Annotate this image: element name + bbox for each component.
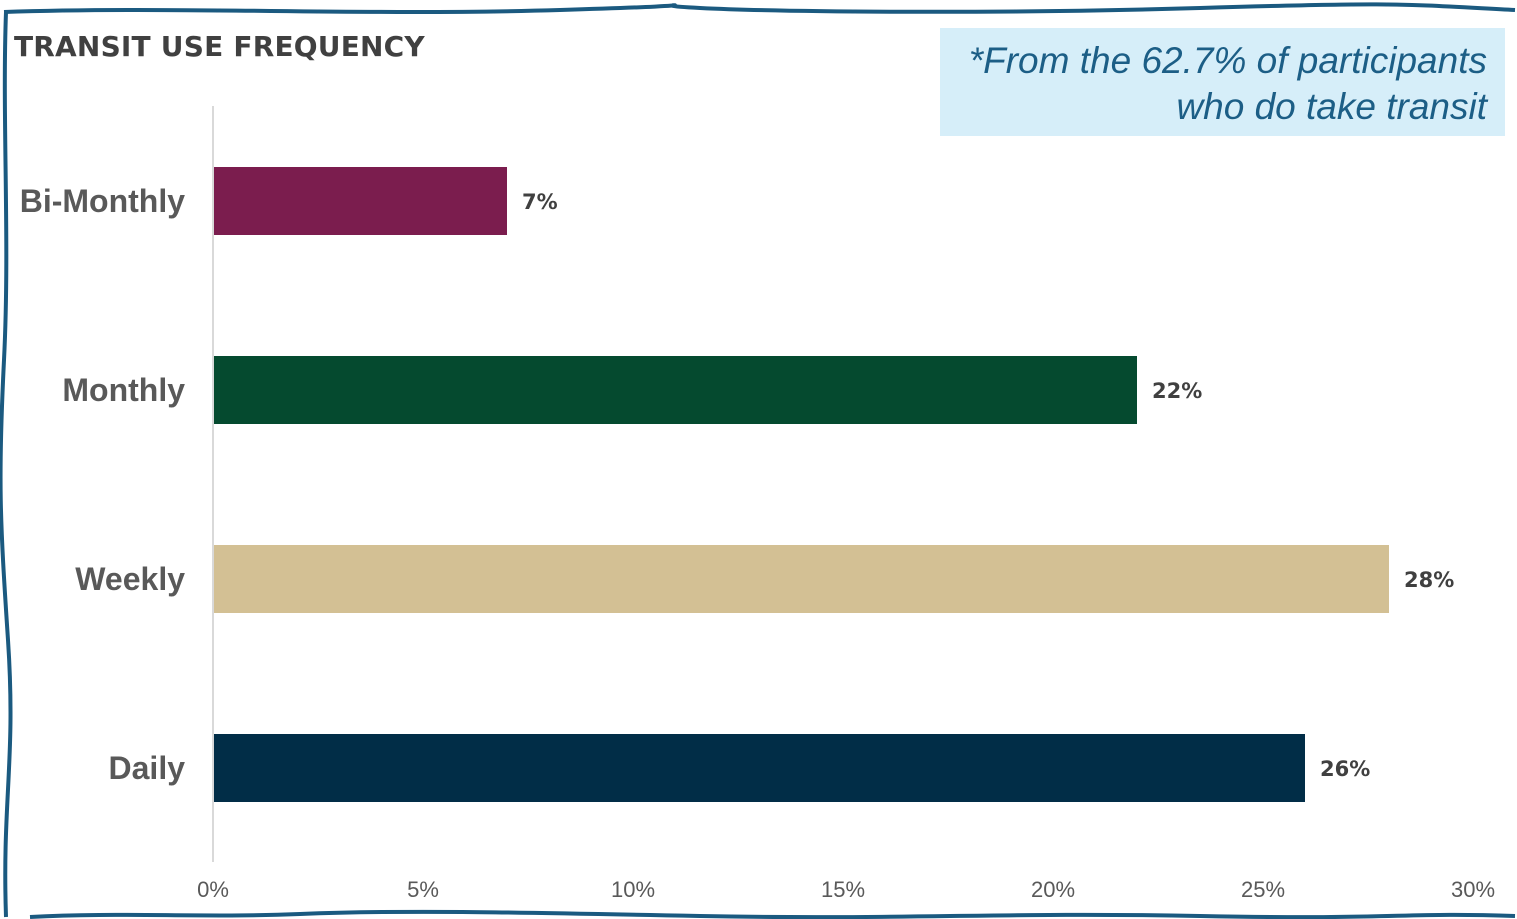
frame-top-edge: [3, 2, 1516, 14]
participants-note: *From the 62.7% of participants who do t…: [940, 28, 1505, 136]
chart-title: TRANSIT USE FREQUENCY: [14, 30, 425, 63]
bar-weekly: [213, 545, 1389, 613]
category-label-monthly: Monthly: [62, 372, 185, 408]
category-label-daily: Daily: [109, 750, 186, 786]
bar-monthly: [213, 356, 1137, 424]
x-tick-label: 20%: [1031, 877, 1075, 902]
participants-note-line1: *From the 62.7% of participants: [968, 40, 1487, 81]
x-axis-tick-labels: 0% 5% 10% 15% 20% 25% 30%: [197, 877, 1495, 902]
frame-left-edge: [0, 11, 13, 918]
x-tick-label: 30%: [1451, 877, 1495, 902]
x-tick-label: 25%: [1241, 877, 1285, 902]
data-label-monthly: 22%: [1152, 379, 1202, 403]
participants-note-line2: who do take transit: [1176, 86, 1487, 127]
bar-daily: [213, 734, 1305, 802]
data-label-bi-monthly: 7%: [522, 190, 558, 214]
bar-bi-monthly: [213, 167, 507, 235]
x-tick-label: 15%: [821, 877, 865, 902]
category-labels: Bi-Monthly Monthly Weekly Daily: [20, 183, 186, 786]
bars-group: [213, 167, 1389, 802]
data-label-weekly: 28%: [1404, 568, 1454, 592]
data-label-daily: 26%: [1320, 757, 1370, 781]
x-tick-label: 10%: [611, 877, 655, 902]
x-tick-label: 5%: [407, 877, 439, 902]
data-labels: 7% 22% 28% 26%: [522, 190, 1454, 781]
x-tick-label: 0%: [197, 877, 229, 902]
frame-bottom-edge: [29, 909, 1516, 919]
category-label-weekly: Weekly: [75, 561, 185, 597]
category-label-bi-monthly: Bi-Monthly: [20, 183, 186, 219]
